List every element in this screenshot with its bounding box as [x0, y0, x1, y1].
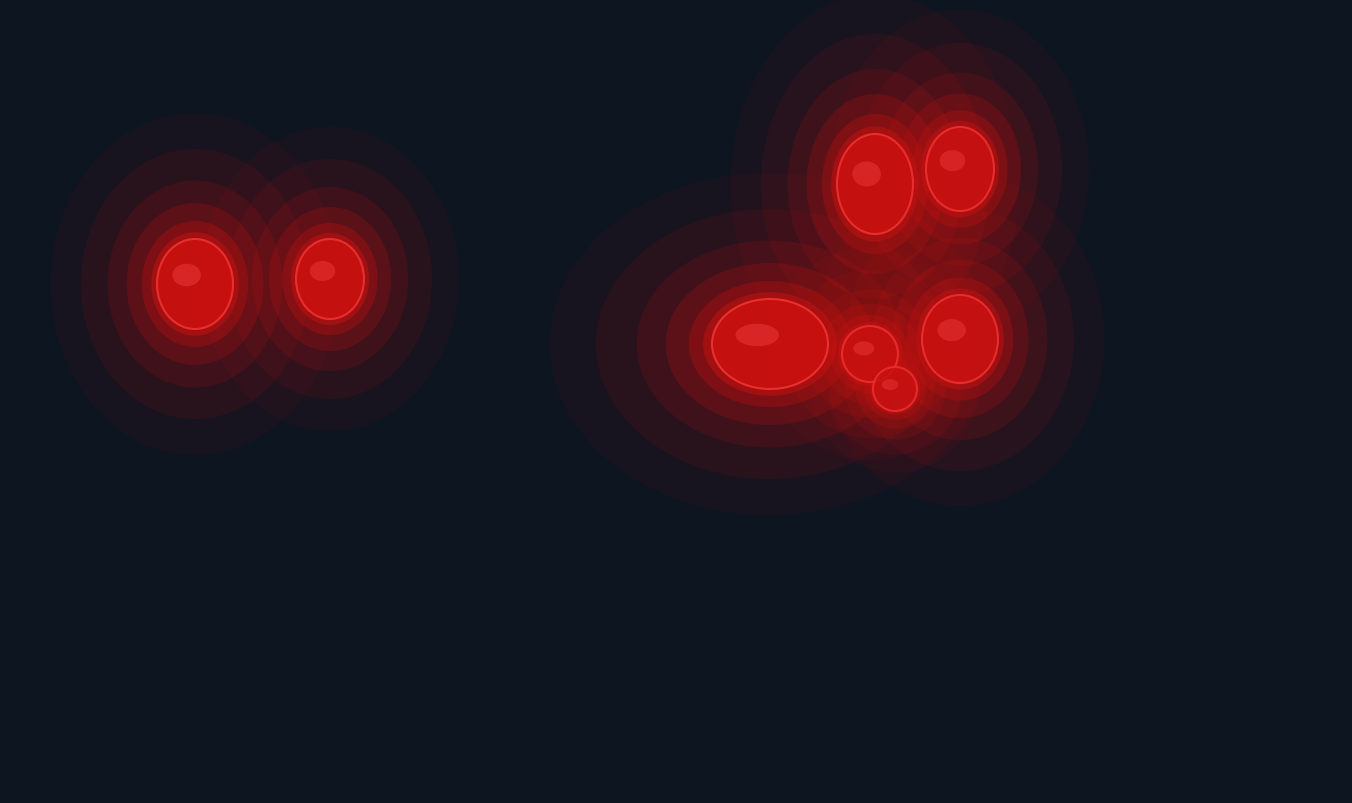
Ellipse shape [596, 210, 944, 479]
Ellipse shape [786, 271, 955, 438]
Ellipse shape [873, 368, 917, 411]
Ellipse shape [761, 35, 990, 335]
Ellipse shape [815, 173, 1105, 507]
Ellipse shape [921, 121, 999, 218]
Ellipse shape [937, 320, 965, 342]
Ellipse shape [872, 238, 1048, 441]
Ellipse shape [845, 339, 945, 440]
Ellipse shape [788, 70, 963, 300]
Ellipse shape [665, 263, 875, 426]
Ellipse shape [882, 73, 1038, 267]
Ellipse shape [151, 233, 239, 336]
Ellipse shape [917, 289, 1003, 390]
Ellipse shape [108, 181, 283, 388]
Ellipse shape [907, 278, 1013, 402]
Ellipse shape [201, 128, 460, 431]
Ellipse shape [173, 264, 201, 287]
Ellipse shape [926, 128, 994, 212]
Ellipse shape [869, 365, 921, 415]
Ellipse shape [735, 324, 779, 347]
Ellipse shape [730, 0, 1019, 374]
Ellipse shape [940, 151, 965, 172]
Ellipse shape [764, 248, 976, 461]
Ellipse shape [703, 293, 837, 396]
Ellipse shape [913, 111, 1007, 229]
Ellipse shape [829, 324, 961, 455]
Ellipse shape [853, 342, 875, 356]
Ellipse shape [269, 208, 391, 352]
Ellipse shape [127, 204, 264, 365]
Ellipse shape [296, 240, 364, 320]
Ellipse shape [81, 150, 310, 419]
Ellipse shape [142, 222, 249, 348]
Ellipse shape [50, 114, 339, 455]
Ellipse shape [806, 290, 934, 419]
Ellipse shape [837, 135, 913, 234]
Ellipse shape [228, 160, 433, 400]
Ellipse shape [830, 316, 909, 393]
Ellipse shape [830, 10, 1090, 329]
Ellipse shape [807, 95, 944, 275]
Ellipse shape [831, 128, 919, 243]
Ellipse shape [550, 173, 991, 516]
Ellipse shape [856, 350, 934, 429]
Ellipse shape [842, 327, 898, 382]
Ellipse shape [283, 224, 377, 336]
Ellipse shape [310, 262, 335, 282]
Ellipse shape [157, 240, 233, 329]
Ellipse shape [637, 241, 903, 448]
Ellipse shape [819, 304, 921, 405]
Ellipse shape [688, 282, 852, 407]
Ellipse shape [891, 260, 1029, 418]
Ellipse shape [822, 115, 929, 255]
Ellipse shape [713, 300, 827, 389]
Ellipse shape [838, 322, 902, 387]
Ellipse shape [899, 94, 1021, 245]
Ellipse shape [859, 44, 1063, 296]
Ellipse shape [852, 162, 882, 187]
Ellipse shape [882, 380, 899, 390]
Ellipse shape [846, 208, 1073, 471]
Ellipse shape [291, 234, 369, 325]
Ellipse shape [251, 188, 408, 372]
Ellipse shape [922, 296, 998, 384]
Ellipse shape [864, 359, 926, 420]
